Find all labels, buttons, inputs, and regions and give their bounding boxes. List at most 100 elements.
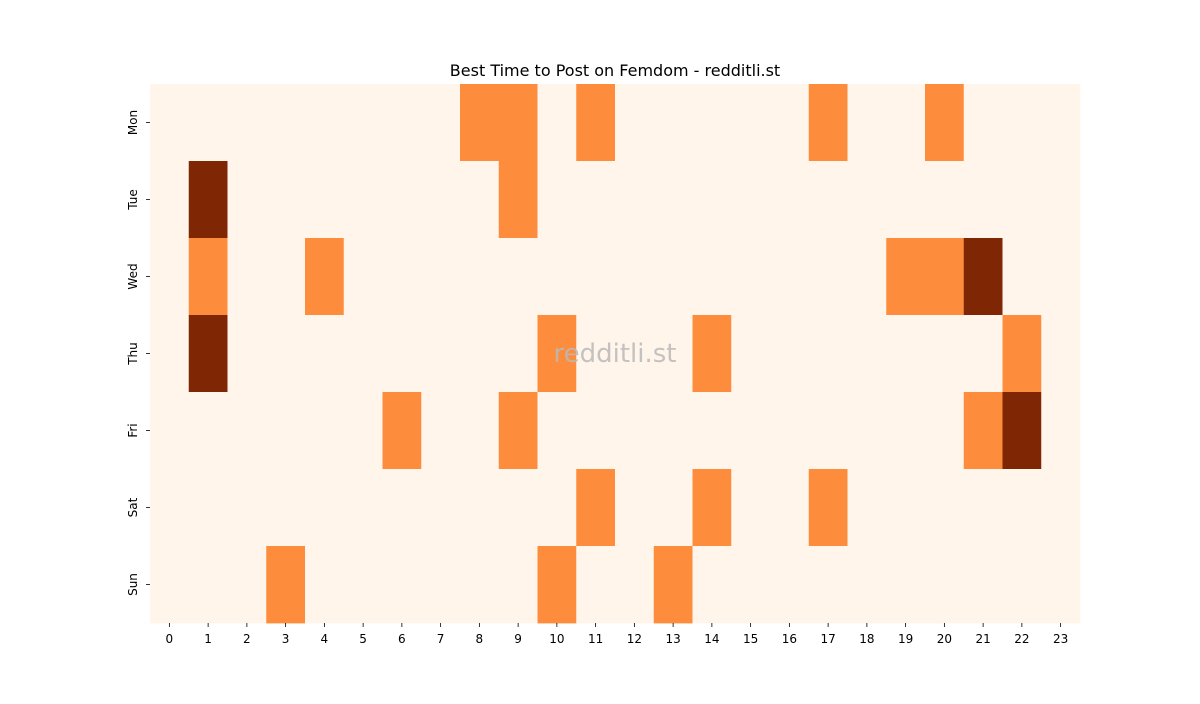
x-tick-label: 4 — [321, 632, 329, 646]
heatmap-cell-wed-6 — [382, 238, 422, 316]
heatmap-cell-tue-8 — [460, 161, 500, 239]
heatmap-cell-sun-6 — [382, 546, 422, 624]
heatmap-cell-tue-2 — [227, 161, 267, 239]
heatmap-cell-thu-3 — [266, 315, 306, 393]
heatmap-cell-thu-5 — [343, 315, 383, 393]
heatmap-cell-tue-6 — [382, 161, 422, 239]
x-tick-label: 17 — [820, 632, 835, 646]
heatmap-cell-tue-11 — [576, 161, 616, 239]
x-tick-label: 11 — [588, 632, 603, 646]
heatmap-cell-wed-9 — [498, 238, 538, 316]
heatmap-cell-thu-11 — [576, 315, 616, 393]
heatmap-cell-mon-5 — [343, 84, 383, 162]
heatmap-cell-wed-1 — [188, 238, 228, 316]
heatmap-cell-mon-4 — [305, 84, 345, 162]
x-tick-label: 19 — [898, 632, 913, 646]
heatmap-cell-thu-8 — [460, 315, 500, 393]
heatmap-cell-mon-0 — [150, 84, 190, 162]
heatmap-cell-mon-7 — [421, 84, 461, 162]
heatmap-cell-tue-4 — [305, 161, 345, 239]
x-tick-label: 13 — [665, 632, 680, 646]
heatmap-cell-wed-12 — [615, 238, 655, 316]
heatmap-cell-fri-22 — [1002, 392, 1042, 470]
x-tick-label: 6 — [398, 632, 406, 646]
heatmap-cell-tue-0 — [150, 161, 190, 239]
x-tick-label: 7 — [437, 632, 445, 646]
heatmap-cell-fri-9 — [498, 392, 538, 470]
heatmap-cell-mon-15 — [731, 84, 771, 162]
heatmap-cell-fri-21 — [963, 392, 1003, 470]
heatmap-cell-sun-13 — [653, 546, 693, 624]
heatmap-cell-tue-17 — [808, 161, 848, 239]
heatmap-cell-thu-7 — [421, 315, 461, 393]
heatmap-cell-sat-15 — [731, 469, 771, 547]
heatmap-cell-tue-12 — [615, 161, 655, 239]
x-tick-label: 2 — [243, 632, 251, 646]
heatmap-cell-fri-3 — [266, 392, 306, 470]
heatmap-cell-sat-2 — [227, 469, 267, 547]
heatmap-cell-sat-14 — [692, 469, 732, 547]
heatmap-cell-sat-12 — [615, 469, 655, 547]
heatmap-cell-sat-6 — [382, 469, 422, 547]
heatmap-cell-fri-20 — [925, 392, 965, 470]
heatmap-cell-tue-21 — [963, 161, 1003, 239]
heatmap-cell-wed-20 — [925, 238, 965, 316]
heatmap-cell-wed-23 — [1041, 238, 1081, 316]
heatmap-cell-sat-18 — [847, 469, 887, 547]
heatmap-cell-thu-6 — [382, 315, 422, 393]
heatmap-cell-sun-2 — [227, 546, 267, 624]
heatmap-cell-tue-1 — [188, 161, 228, 239]
heatmap-cell-sun-11 — [576, 546, 616, 624]
heatmap-cell-wed-8 — [460, 238, 500, 316]
x-axis: 0 1 2 3 4 5 6 7 8 9 10 11 12 13 14 15 16 17 18 19 20 21 22 23 — [166, 623, 1068, 646]
heatmap-cell-sat-5 — [343, 469, 383, 547]
heatmap-cell-sun-18 — [847, 546, 887, 624]
heatmap-cell-thu-2 — [227, 315, 267, 393]
x-tick-label: 5 — [359, 632, 367, 646]
heatmap-cell-thu-21 — [963, 315, 1003, 393]
x-tick-label: 0 — [166, 632, 174, 646]
heatmap-cell-fri-16 — [770, 392, 810, 470]
heatmap-cell-thu-20 — [925, 315, 965, 393]
heatmap-cell-wed-11 — [576, 238, 616, 316]
heatmap-cell-mon-9 — [498, 84, 538, 162]
y-axis: Mon Tue Wed Thu Fri Sat Sun — [126, 110, 150, 596]
heatmap-cell-sun-22 — [1002, 546, 1042, 624]
heatmap-cell-wed-14 — [692, 238, 732, 316]
heatmap-cell-wed-10 — [537, 238, 577, 316]
heatmap-cell-mon-1 — [188, 84, 228, 162]
heatmap-cell-thu-18 — [847, 315, 887, 393]
heatmap-cell-tue-14 — [692, 161, 732, 239]
x-tick-label: 21 — [975, 632, 990, 646]
heatmap-cell-sun-10 — [537, 546, 577, 624]
heatmap-cell-sat-7 — [421, 469, 461, 547]
heatmap-cell-sun-5 — [343, 546, 383, 624]
heatmap-cell-sun-14 — [692, 546, 732, 624]
heatmap-cell-thu-12 — [615, 315, 655, 393]
heatmap-cell-fri-10 — [537, 392, 577, 470]
heatmap-cell-thu-9 — [498, 315, 538, 393]
heatmap-cell-tue-22 — [1002, 161, 1042, 239]
x-tick-label: 23 — [1053, 632, 1068, 646]
heatmap-cell-sun-12 — [615, 546, 655, 624]
heatmap-cell-thu-19 — [886, 315, 926, 393]
heatmap-cell-sat-19 — [886, 469, 926, 547]
heatmap-cell-thu-15 — [731, 315, 771, 393]
x-tick-label: 10 — [549, 632, 564, 646]
watermark: redditli.st — [554, 339, 677, 369]
heatmap-cell-sat-17 — [808, 469, 848, 547]
heatmap-cell-fri-23 — [1041, 392, 1081, 470]
heatmap-cell-wed-16 — [770, 238, 810, 316]
heatmap-cell-sat-9 — [498, 469, 538, 547]
heatmap-cell-sun-16 — [770, 546, 810, 624]
heatmap-cell-sat-13 — [653, 469, 693, 547]
heatmap-cell-sat-22 — [1002, 469, 1042, 547]
heatmap-cell-fri-12 — [615, 392, 655, 470]
heatmap-cell-thu-14 — [692, 315, 732, 393]
heatmap-cell-fri-8 — [460, 392, 500, 470]
y-tick-label: Sun — [126, 573, 140, 596]
heatmap-cell-thu-17 — [808, 315, 848, 393]
heatmap-cell-mon-10 — [537, 84, 577, 162]
